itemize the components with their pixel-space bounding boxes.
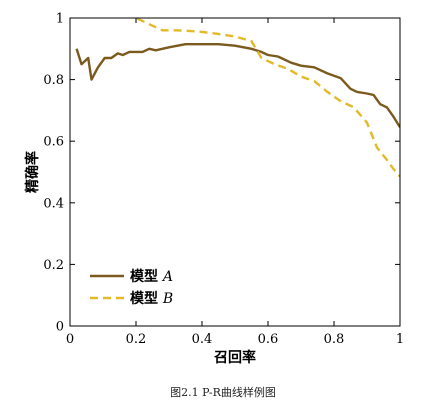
x-tick-label: 0.4	[192, 332, 213, 347]
x-tick-label: 0.2	[126, 332, 147, 347]
y-tick-label: 0.8	[43, 73, 64, 88]
series-line-b	[133, 18, 400, 178]
y-axis-label: 精确率	[24, 151, 41, 193]
y-tick-label: 1	[56, 12, 64, 27]
figure-caption: 图2.1 P-R曲线样例图	[170, 386, 276, 399]
series-line-a	[75, 43, 400, 128]
legend-label-b: 模型 B	[130, 290, 173, 307]
y-tick-label: 0.2	[43, 258, 64, 273]
x-tick-label: 0.6	[258, 332, 279, 347]
x-tick-label: 1	[396, 332, 404, 347]
pr-chart: 0 0.2 0.4 0.6 0.8 1 0 0.2 0.4 0.6 0.8 1 召回率 精确率 模型 …	[24, 12, 404, 367]
x-tick-label: 0	[66, 332, 74, 347]
y-tick-label: 0.6	[43, 135, 64, 150]
legend: 模型 A 模型 B	[90, 268, 173, 307]
y-tick-label: 0.4	[43, 196, 64, 211]
plot-frame	[69, 17, 401, 327]
legend-label-a: 模型 A	[130, 268, 173, 285]
x-axis-label: 召回率	[214, 349, 256, 366]
y-tick-label: 0	[56, 320, 64, 335]
x-tick-label: 0.8	[324, 332, 345, 347]
